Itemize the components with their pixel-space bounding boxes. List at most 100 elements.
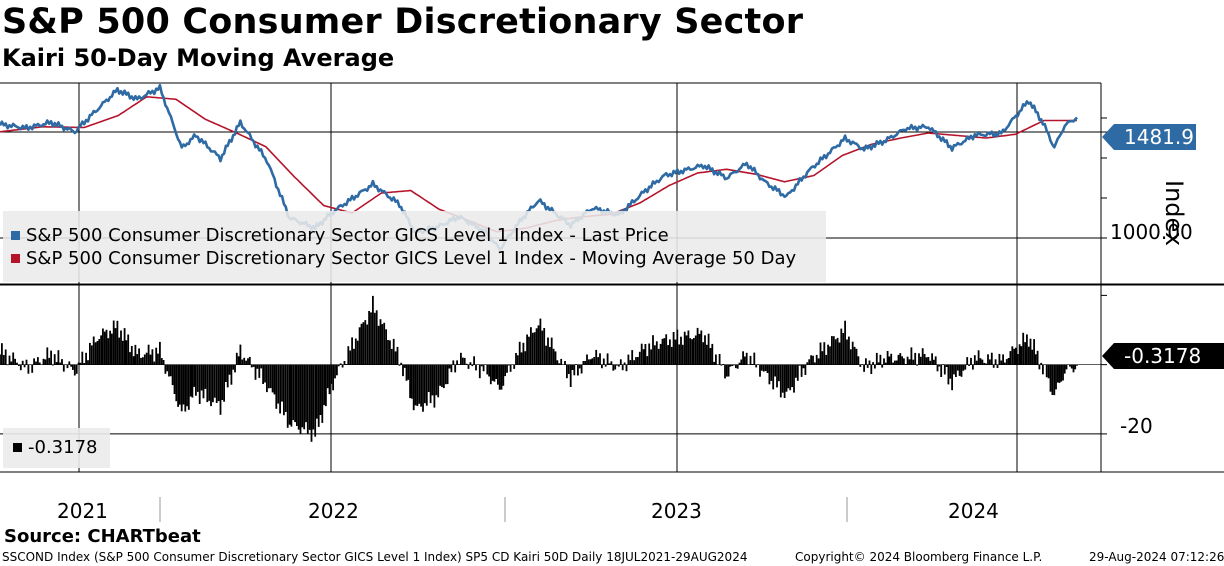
kairi-bar (42, 358, 45, 365)
kairi-bar (277, 364, 280, 404)
kairi-bar (513, 364, 516, 369)
kairi-bar (281, 364, 283, 402)
kairi-bar (325, 364, 327, 407)
kairi-bar (87, 360, 89, 365)
kairi-bar (552, 348, 555, 365)
kairi-bar (90, 345, 93, 365)
kairi-bar (296, 364, 298, 426)
kairi-bar (545, 345, 547, 365)
kairi-bar (681, 344, 684, 365)
kairi-bar (269, 364, 272, 389)
kairi-bar (72, 364, 74, 370)
kairi-bar (602, 358, 605, 365)
kairi-bar (422, 364, 424, 412)
kairi-bar (745, 352, 748, 365)
kairi-bar (482, 364, 485, 372)
kairi-bar (208, 364, 211, 401)
kairi-bar (764, 364, 767, 371)
kairi-bar (940, 364, 943, 377)
kairi-bar (635, 357, 637, 365)
kairi-bar (486, 364, 489, 375)
kairi-bar (945, 364, 948, 367)
kairi-bar (707, 333, 710, 365)
kairi-bar (705, 344, 708, 365)
kairi-bar (857, 356, 860, 365)
kairi-bar (102, 328, 104, 365)
kairi-bar (888, 356, 891, 365)
kairi-bar (520, 352, 523, 365)
kairi-bar (597, 357, 599, 365)
legend-label-last-price: S&P 500 Consumer Discretionary Sector GI… (26, 225, 669, 246)
kairi-bar (979, 358, 982, 365)
kairi-bar (733, 364, 735, 366)
kairi-bar (990, 352, 993, 365)
kairi-bar (314, 364, 317, 437)
kairi-bar (582, 361, 585, 365)
kairi-bar (1056, 364, 1059, 383)
legend-swatch-last-price (11, 231, 20, 240)
kairi-bar (958, 364, 961, 376)
kairi-bar (601, 364, 603, 369)
kairi-bar (288, 364, 291, 425)
kairi-bar (987, 354, 989, 365)
kairi-bar (275, 364, 278, 409)
kairi-bar (66, 364, 69, 369)
kairi-bar (366, 324, 369, 365)
kairi-bar (55, 362, 58, 365)
kairi-bar (297, 364, 300, 430)
kairi-bar (531, 332, 534, 365)
kairi-bar (618, 364, 620, 367)
kairi-bar (787, 364, 790, 389)
kairi-bar (217, 364, 220, 402)
kairi-bar (475, 364, 477, 371)
kairi-bar (865, 358, 867, 365)
kairi-bar (983, 362, 986, 365)
kairi-bar (874, 364, 876, 369)
kairi-bar (612, 364, 615, 371)
kairi-bar (614, 364, 617, 370)
kairi-bar (1038, 364, 1041, 370)
kairi-bar (998, 353, 1001, 365)
kairi-bar (500, 364, 503, 390)
kairi-bar (377, 325, 380, 365)
kairi-bar (425, 364, 428, 406)
kairi-bar (578, 364, 581, 369)
kairi-bar (829, 346, 831, 365)
kairi-bar (328, 364, 331, 395)
kairi-bar (370, 312, 372, 365)
kairi-bar (219, 364, 222, 415)
kairi-bar (834, 339, 837, 365)
kairi-bar (933, 359, 935, 365)
kairi-bar (225, 364, 227, 382)
kairi-bar (627, 354, 630, 365)
kairi-bar (894, 360, 896, 365)
kairi-bar (368, 311, 370, 365)
kairi-bar (1040, 362, 1043, 365)
kairi-bar (943, 364, 946, 375)
kairi-bar (992, 364, 995, 368)
kairi-bar (379, 319, 382, 365)
kairi-bar (403, 364, 406, 368)
kairi-bar (210, 364, 212, 407)
kairi-bar (286, 364, 289, 428)
kairi-bar (103, 331, 106, 365)
kairi-bar (800, 364, 803, 377)
kairi-bar (808, 359, 811, 365)
kairi-bar (1005, 359, 1008, 365)
kairi-bar (1, 343, 3, 365)
kairi-bar (316, 364, 318, 419)
kairi-bar (762, 364, 765, 372)
kairi-bar (132, 356, 135, 365)
kairi-bar (349, 350, 352, 365)
kairi-bar (420, 364, 422, 407)
kairi-bar (742, 351, 744, 365)
kairi-bar (223, 364, 225, 402)
kairi-bar (776, 364, 778, 388)
kairi-bar (239, 344, 242, 365)
kairi-bar (868, 360, 871, 365)
kairi-bar (427, 364, 430, 392)
kairi-bar (62, 364, 65, 372)
kairi-bar (720, 364, 723, 366)
kairi-bar (825, 354, 828, 365)
kairi-bar (123, 328, 126, 365)
